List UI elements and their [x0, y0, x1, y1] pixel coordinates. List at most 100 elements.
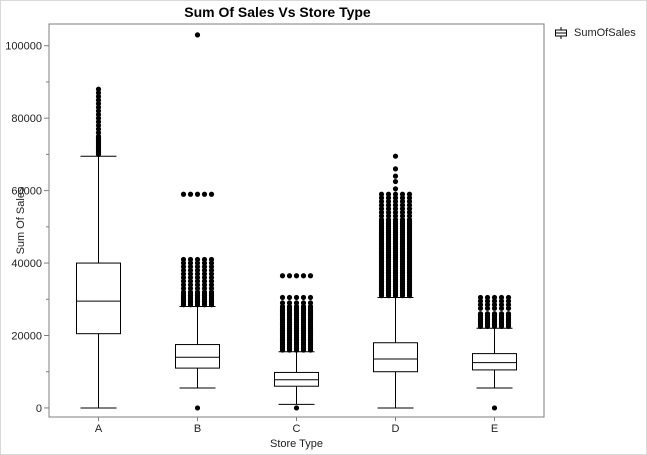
outlier-point — [307, 303, 314, 310]
outlier-point — [208, 282, 215, 288]
box-iqr — [175, 344, 220, 369]
outlier-point — [385, 206, 392, 212]
outlier-point — [392, 198, 399, 205]
outlier-point — [194, 271, 201, 277]
outlier-point — [286, 300, 293, 306]
x-tick-label: D — [392, 423, 400, 435]
outlier-point — [208, 264, 215, 270]
outlier-point — [406, 209, 413, 215]
outlier-point — [477, 302, 484, 308]
outlier-point — [498, 294, 505, 301]
outlier-point — [392, 186, 399, 192]
outlier-point — [498, 298, 505, 304]
outlier-point — [392, 195, 399, 201]
outlier-point — [406, 213, 413, 219]
outlier-point — [286, 273, 293, 279]
outlier-point — [194, 285, 201, 292]
outlier-point — [95, 119, 102, 125]
outlier-point — [484, 302, 491, 308]
outlier-point — [201, 271, 208, 277]
y-tick-label: 60000 — [11, 186, 42, 198]
outlier-point — [180, 271, 187, 277]
outlier-point — [399, 198, 406, 205]
outlier-point — [385, 195, 392, 201]
outlier-point — [194, 32, 201, 38]
legend[interactable]: SumOfSales — [554, 27, 636, 39]
outlier-point — [399, 206, 406, 212]
outlier-point — [399, 191, 406, 197]
y-tick-label: 40000 — [11, 258, 42, 270]
outlier-point — [399, 213, 406, 219]
outlier-point — [201, 285, 208, 292]
y-tick-label: 80000 — [11, 113, 42, 125]
outlier-point — [399, 195, 406, 201]
outlier-point — [392, 173, 399, 179]
outlier-point — [477, 311, 484, 317]
outlier-point — [300, 300, 307, 306]
outlier-point — [477, 298, 484, 304]
outlier-point — [385, 191, 392, 197]
outlier-point — [307, 273, 314, 279]
outlier-point — [293, 273, 300, 279]
outlier-point — [187, 267, 194, 273]
outlier-point — [187, 278, 194, 284]
outlier-point — [95, 126, 102, 132]
outlier-point — [180, 285, 187, 292]
outlier-point — [484, 305, 491, 311]
y-tick-label: 0 — [36, 403, 42, 415]
outlier-point — [279, 273, 286, 279]
outlier-point — [95, 101, 102, 107]
outlier-point — [95, 93, 102, 100]
outlier-point — [187, 271, 194, 277]
outlier-point — [194, 289, 201, 295]
x-tick-label: C — [293, 423, 301, 435]
outlier-point — [385, 216, 392, 223]
x-tick-label: A — [95, 423, 103, 435]
outlier-point — [505, 302, 512, 308]
outlier-point — [300, 273, 307, 279]
outlier-point — [491, 294, 498, 301]
outlier-point — [201, 282, 208, 288]
outlier-point — [505, 305, 512, 311]
outlier-point — [201, 289, 208, 295]
outlier-point — [498, 311, 505, 317]
outlier-point — [201, 256, 208, 263]
box-iqr — [472, 353, 517, 371]
outlier-point — [392, 153, 399, 159]
box-iqr — [76, 262, 121, 335]
outlier-point — [95, 130, 102, 136]
outlier-point — [505, 298, 512, 304]
x-axis-label: Store Type — [270, 438, 323, 450]
outlier-point — [279, 294, 286, 301]
outlier-point — [307, 300, 314, 306]
outlier-point — [378, 206, 385, 212]
y-tick-label: 100000 — [5, 41, 42, 53]
outlier-point — [180, 267, 187, 273]
legend-box-icon — [555, 27, 567, 39]
outlier-point — [187, 289, 194, 295]
outlier-point — [399, 202, 406, 208]
outlier-point — [378, 209, 385, 215]
outlier-point — [484, 311, 491, 317]
outlier-point — [491, 405, 498, 411]
outlier-point — [180, 289, 187, 295]
outlier-point — [385, 198, 392, 205]
outlier-point — [293, 300, 300, 306]
outlier-point — [378, 213, 385, 219]
outlier-point — [406, 216, 413, 223]
outlier-point — [399, 209, 406, 215]
legend-entry-label: SumOfSales — [574, 27, 636, 39]
outlier-point — [187, 274, 194, 281]
outlier-point — [378, 198, 385, 205]
outlier-point — [208, 278, 215, 284]
outlier-point — [392, 166, 399, 172]
outlier-point — [95, 104, 102, 110]
outlier-point — [477, 305, 484, 311]
outlier-point — [491, 298, 498, 304]
outlier-point — [505, 294, 512, 301]
outlier-point — [187, 260, 194, 266]
outlier-point — [201, 274, 208, 281]
outlier-point — [406, 206, 413, 212]
outlier-point — [378, 195, 385, 201]
outlier-point — [498, 305, 505, 311]
